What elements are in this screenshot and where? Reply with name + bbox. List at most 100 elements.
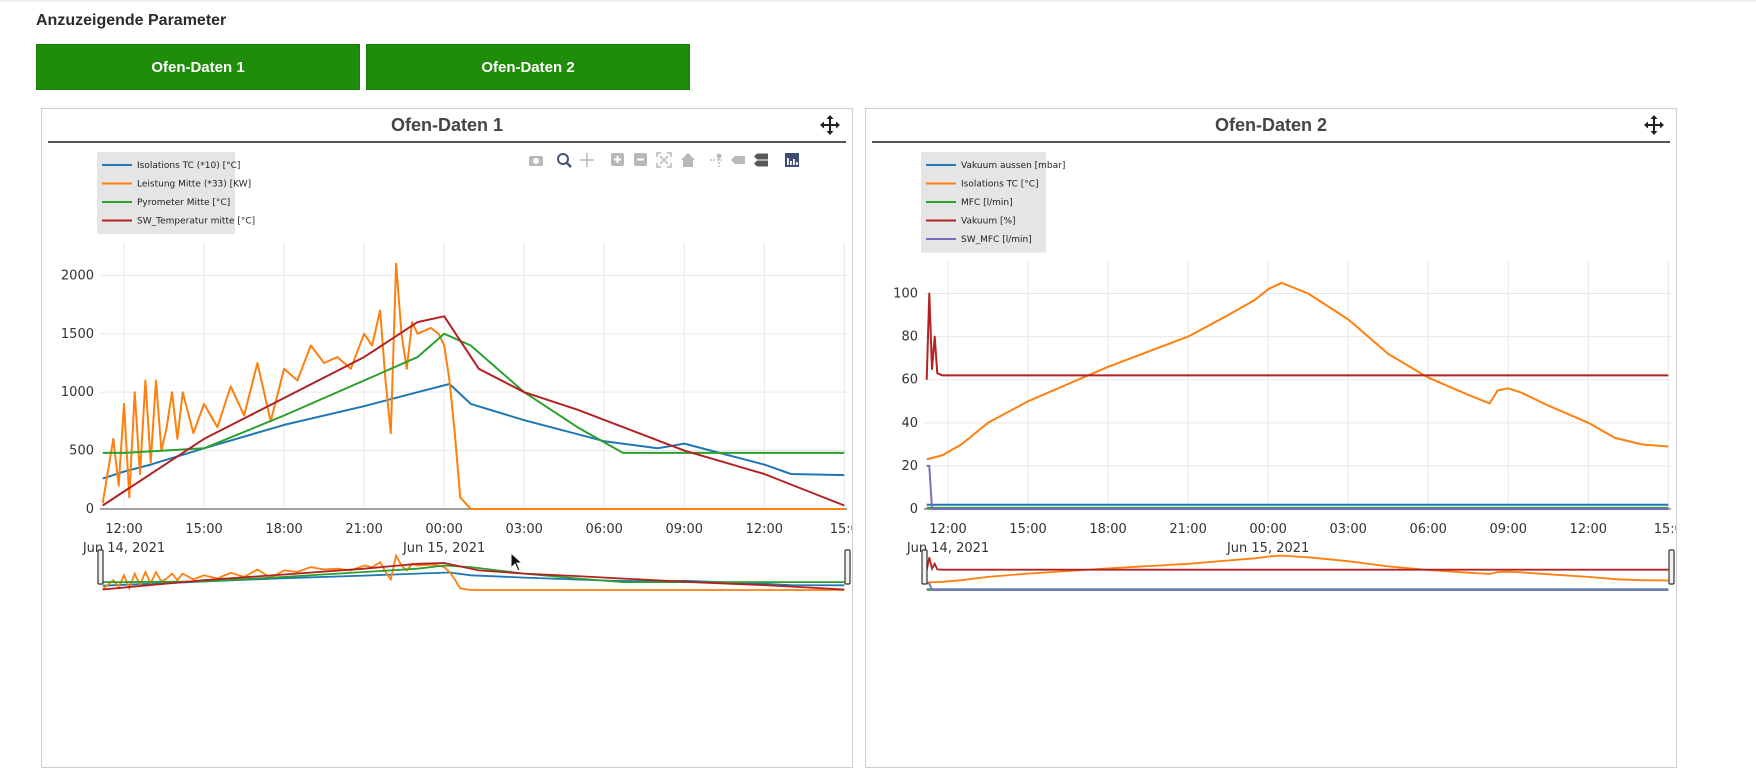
cross <box>580 153 594 167</box>
zoom-out-icon[interactable] <box>634 153 647 166</box>
section-title: Anzuzeigende Parameter <box>36 12 227 29</box>
legend-item[interactable]: Vakuum aussen [mbar] <box>926 161 1065 171</box>
grid <box>100 242 847 510</box>
grid <box>924 262 1671 510</box>
x-tick-label: 06:00 <box>585 522 622 537</box>
legend-item[interactable]: MFC [l/min] <box>926 198 1013 208</box>
sign <box>614 156 621 163</box>
x-date-label: Jun 14, 2021 <box>82 541 165 556</box>
x-date-label: Jun 15, 2021 <box>1226 541 1309 556</box>
series-line <box>102 332 845 454</box>
zoom-in-icon[interactable] <box>611 153 624 166</box>
logo-bar <box>790 161 792 165</box>
lens <box>557 153 569 165</box>
chart-panel-2: Ofen-Daten 2 0 20 40 60 80 100 12:00 15:00 18:00… <box>865 108 1677 768</box>
handle <box>565 161 572 168</box>
series-line <box>925 292 1669 380</box>
legend-item[interactable]: Isolations TC [°C] <box>926 180 1039 190</box>
series-line <box>926 281 1669 461</box>
panel-header: Ofen-Daten 2 <box>872 109 1670 143</box>
panel-title: Ofen-Daten 1 <box>390 115 504 135</box>
range-handle-right[interactable] <box>1668 549 1675 585</box>
tags <box>754 153 768 167</box>
y-tick-label: 80 <box>901 330 918 345</box>
legend-item[interactable]: Vakuum [%] <box>926 217 1016 227</box>
zoom-icon[interactable] <box>557 153 572 168</box>
tab-ofen-daten-2[interactable]: Ofen-Daten 2 <box>366 44 690 90</box>
pan-icon[interactable] <box>580 153 594 167</box>
range-slider-line <box>926 554 1669 584</box>
x-tick-label: 00:00 <box>425 522 462 537</box>
x-tick-label: 03:00 <box>1329 522 1366 537</box>
range-slider-line <box>102 553 845 591</box>
logo-bar <box>793 159 795 165</box>
x-tick-label: 15:0 <box>1654 522 1676 537</box>
x-tick-label: 00:00 <box>1249 522 1286 537</box>
logo-bar <box>796 162 798 165</box>
legend-label: Isolations TC (*10) [°C] <box>137 161 240 171</box>
x-tick-label: 12:00 <box>1570 522 1607 537</box>
y-tick-label: 100 <box>893 287 918 302</box>
range-handle-left[interactable] <box>97 549 104 585</box>
panel-title: Ofen-Daten 2 <box>1214 115 1328 135</box>
x-tick-label: 15:00 <box>1009 522 1046 537</box>
camera-lens <box>533 158 539 164</box>
x-tick-label: 21:00 <box>1169 522 1206 537</box>
logo-bar <box>787 158 789 165</box>
modebar <box>529 152 799 168</box>
legend-label: SW_Temperatur mitte [°C] <box>137 217 255 227</box>
legend-item[interactable]: SW_Temperatur mitte [°C] <box>102 217 255 227</box>
home-icon[interactable] <box>681 153 695 167</box>
legend-item[interactable]: SW_MFC [l/min] <box>926 235 1032 245</box>
move-icon[interactable] <box>820 115 840 135</box>
y-tick-label: 60 <box>901 373 918 388</box>
autoscale-icon[interactable] <box>656 152 672 168</box>
series-line <box>102 315 845 507</box>
legend-label: Vakuum aussen [mbar] <box>961 161 1065 171</box>
legend-label: Pyrometer Mitte [°C] <box>137 198 230 208</box>
y-tick-label: 0 <box>86 502 94 517</box>
legend-item[interactable]: Isolations TC (*10) [°C] <box>102 161 240 171</box>
chart-plot-1[interactable]: 0 500 1000 1500 2000 12:00 15:00 18:00 21:00 00:0… <box>42 142 852 767</box>
series-lines <box>925 281 1669 510</box>
x-date-label: Jun 15, 2021 <box>402 541 485 556</box>
x-tick-label: 12:00 <box>929 522 966 537</box>
legend-label: Isolations TC [°C] <box>961 180 1039 190</box>
legend-label: Vakuum [%] <box>961 217 1016 227</box>
x-tick-label: 09:00 <box>1490 522 1527 537</box>
range-slider-line <box>925 557 1669 572</box>
move-icon[interactable] <box>1644 115 1664 135</box>
x-tick-label: 15:0 <box>830 522 852 537</box>
spike-lines-icon[interactable] <box>710 153 722 168</box>
legend: Isolations TC (*10) [°C] Leistung Mitte (… <box>97 152 255 234</box>
y-tick-label: 500 <box>69 444 94 459</box>
range-slider-line <box>102 562 845 591</box>
tab-ofen-daten-1[interactable]: Ofen-Daten 1 <box>36 44 360 90</box>
range-slider <box>921 549 1675 591</box>
chart-plot-2[interactable]: 0 20 40 60 80 100 12:00 15:00 18:00 21:00 00:00 03:… <box>866 142 1676 767</box>
chart-panel-1: Ofen-Daten 1 0 500 1000 1500 2000 12:00 15:00 1… <box>41 108 853 768</box>
x-tick-label: 18:00 <box>265 522 302 537</box>
range-handle-right[interactable] <box>844 549 851 585</box>
mouse-cursor-icon <box>510 552 524 572</box>
camera-icon[interactable] <box>529 156 543 166</box>
hover-closest-icon[interactable] <box>731 156 745 164</box>
x-tick-label: 12:00 <box>105 522 142 537</box>
plotly-logo-icon[interactable] <box>785 153 799 167</box>
x-tick-label: 09:00 <box>666 522 703 537</box>
legend-item[interactable]: Pyrometer Mitte [°C] <box>102 198 230 208</box>
legend-item[interactable]: Leistung Mitte (*33) [KW] <box>102 180 251 190</box>
series-line <box>102 383 845 480</box>
range-slider <box>97 549 851 591</box>
y-tick-label: 2000 <box>61 268 94 283</box>
range-handle-left[interactable] <box>921 549 928 585</box>
y-tick-label: 1000 <box>61 385 94 400</box>
x-tick-label: 03:00 <box>505 522 542 537</box>
tag <box>731 156 745 164</box>
corners <box>656 152 672 168</box>
x-tick-label: 12:00 <box>746 522 783 537</box>
series-lines <box>101 262 845 510</box>
series-line <box>926 464 1669 510</box>
y-tick-label: 0 <box>910 502 918 517</box>
hover-compare-icon[interactable] <box>754 153 768 167</box>
